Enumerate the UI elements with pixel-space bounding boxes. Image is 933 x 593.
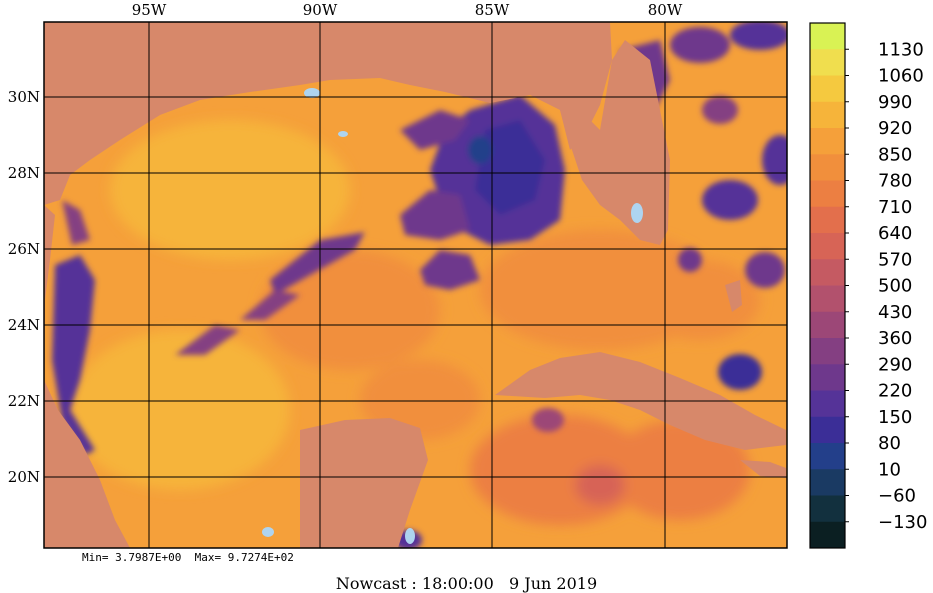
lon-label: 95W bbox=[132, 1, 167, 19]
colorbar-tick-label: −130 bbox=[878, 512, 927, 533]
colorbar-tick-label: 710 bbox=[878, 197, 912, 218]
colorbar-swatch bbox=[810, 259, 845, 286]
min-max-stats: Min= 3.7987E+00 Max= 9.7274E+02 bbox=[82, 551, 294, 564]
colorbar-swatch bbox=[810, 390, 845, 418]
lat-label: 22N bbox=[8, 392, 40, 410]
colorbar-swatch bbox=[810, 285, 845, 313]
nowcast-caption: Nowcast : 18:00:00 9 Jun 2019 bbox=[335, 574, 598, 593]
colorbar-swatch bbox=[810, 180, 845, 208]
colorbar-swatch bbox=[810, 416, 845, 444]
colorbar-swatch bbox=[810, 206, 845, 234]
hispaniola bbox=[740, 460, 786, 478]
colorbar-swatch bbox=[810, 23, 845, 50]
colorbar-tick-label: 360 bbox=[878, 328, 912, 349]
colorbar-tick-label: 1130 bbox=[878, 39, 924, 60]
colorbar-swatch bbox=[810, 101, 845, 129]
lon-label: 85W bbox=[475, 1, 510, 19]
colorbar-tick-label: 220 bbox=[878, 381, 912, 402]
colorbar-tick-label: 850 bbox=[878, 144, 912, 165]
colorbar-swatch bbox=[810, 338, 845, 365]
colorbar-swatch bbox=[810, 469, 845, 496]
latitude-labels: 30N 28N 26N 24N 22N 20N bbox=[8, 88, 40, 486]
yucatan-peninsula bbox=[300, 418, 428, 548]
colorbar bbox=[809, 22, 849, 549]
lat-label: 20N bbox=[8, 468, 40, 486]
lon-label: 80W bbox=[648, 1, 683, 19]
lat-label: 30N bbox=[8, 88, 40, 106]
colorbar-tick-label: 80 bbox=[878, 433, 901, 454]
colorbar-tick-label: 430 bbox=[878, 302, 912, 323]
mexico-west-coast bbox=[44, 205, 55, 548]
colorbar-swatch bbox=[810, 311, 845, 339]
colorbar-swatch bbox=[810, 443, 845, 470]
colorbar-tick-label: 640 bbox=[878, 223, 912, 244]
colorbar-tick-label: 1060 bbox=[878, 66, 924, 87]
colorbar-tick-label: 150 bbox=[878, 407, 912, 428]
florida-peninsula bbox=[560, 40, 670, 245]
us-gulf-coast bbox=[44, 22, 612, 205]
bahamas bbox=[725, 280, 742, 312]
colorbar-swatch bbox=[810, 364, 845, 391]
graticule bbox=[44, 22, 787, 548]
lat-label: 28N bbox=[8, 164, 40, 182]
map-area bbox=[44, 22, 787, 548]
colorbar-tick-label: 290 bbox=[878, 354, 912, 375]
colorbar-swatch bbox=[810, 154, 845, 181]
lat-label: 26N bbox=[8, 240, 40, 258]
colorbar-swatch bbox=[810, 495, 845, 523]
map-frame bbox=[43, 21, 788, 549]
colorbar-tick-label: 920 bbox=[878, 118, 912, 139]
lon-label: 90W bbox=[303, 1, 338, 19]
colorbar-labels: 1130 1060 990 920 850 780 710 640 570 500 430 360 29… bbox=[878, 39, 927, 533]
colorbar-swatch bbox=[810, 233, 845, 260]
colorbar-tick-label: 500 bbox=[878, 276, 912, 297]
lakes bbox=[262, 88, 643, 544]
colorbar-tick-label: 990 bbox=[878, 92, 912, 113]
lat-label: 24N bbox=[8, 316, 40, 334]
colorbar-swatch bbox=[810, 49, 845, 76]
colorbar-tick-label: −60 bbox=[878, 486, 916, 507]
colorbar-swatch bbox=[810, 521, 845, 549]
colorbar-swatch bbox=[810, 75, 845, 103]
colorbar-tick-label: 780 bbox=[878, 171, 912, 192]
ocean-texture bbox=[70, 120, 760, 525]
longitude-labels: 95W 90W 85W 80W bbox=[132, 1, 683, 19]
colorbar-swatch bbox=[810, 128, 845, 155]
colorbar-tick-label: 570 bbox=[878, 249, 912, 270]
colorbar-tick-label: 10 bbox=[878, 459, 901, 480]
mexico-south bbox=[44, 380, 130, 548]
